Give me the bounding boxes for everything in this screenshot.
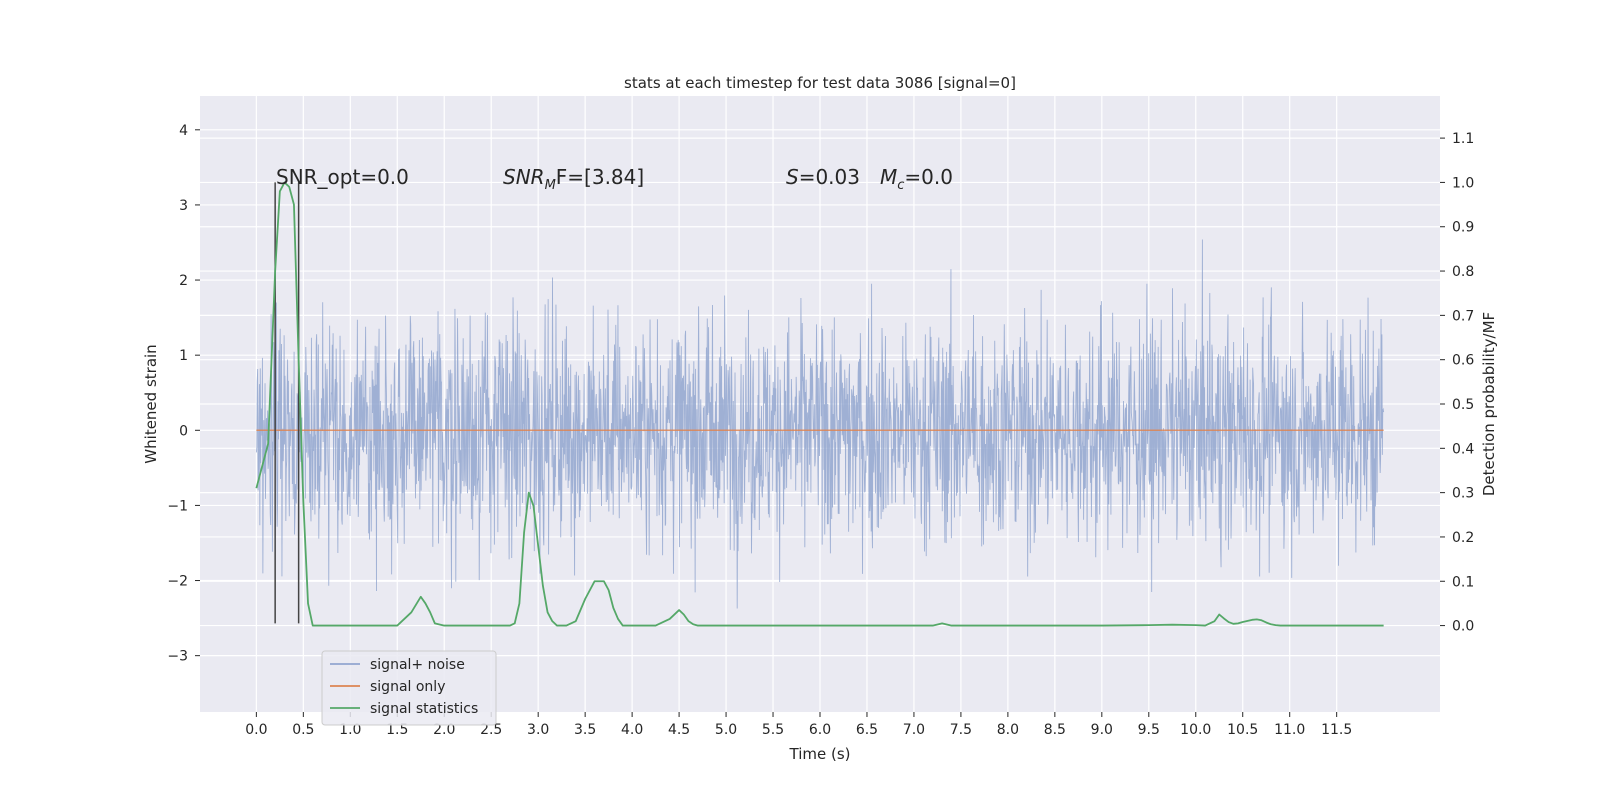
x-tick-label-2: 1.0 [339,722,361,738]
x-tick-label-4: 2.0 [433,722,455,738]
y-tick-label-5: 2 [179,273,188,289]
y2-tick-label-1: 0.1 [1452,574,1474,590]
annotation-mc: Mc=0.0 [880,165,953,193]
annotation-snr-mf: SNRMF=[3.84] [503,165,644,193]
y2-tick-label-2: 0.2 [1452,530,1474,546]
x-tick-label-16: 8.0 [997,722,1019,738]
mc-sub: c [897,178,904,193]
annotation-s: S=0.03 [786,165,860,189]
y2-axis-ticks: 0.0 0.1 0.2 0.3 0.4 0.5 0.6 0.7 0.8 0.9 1.0 1.1 [1440,131,1474,635]
snr-mf-sub: M [545,178,556,193]
x-axis-label: Time (s) [789,745,851,763]
x-tick-label-23: 11.5 [1321,722,1352,738]
y-axis-ticks: −3 −2 −1 0 1 2 3 4 [167,123,200,665]
y2-axis-label: Detection probability/MF [1480,312,1498,496]
annotation-snr-opt: SNR_opt=0.0 [276,165,409,189]
noise-trace [255,239,1385,609]
x-tick-label-18: 9.0 [1091,722,1113,738]
x-tick-label-11: 5.5 [762,722,784,738]
snr-mf-rest: F=[3.84] [556,165,644,189]
x-tick-label-20: 10.0 [1180,722,1211,738]
y-tick-label-7: 4 [179,123,188,139]
series-signal-noise [255,239,1385,609]
x-tick-label-12: 6.0 [809,722,831,738]
y-tick-label-0: −3 [167,649,188,665]
x-tick-label-9: 4.5 [668,722,690,738]
x-tick-label-21: 10.5 [1227,722,1258,738]
y2-tick-label-11: 1.1 [1452,131,1474,147]
y2-tick-label-0: 0.0 [1452,619,1474,635]
x-tick-label-22: 11.0 [1274,722,1305,738]
mc-main: M [880,165,897,189]
y2-tick-label-7: 0.7 [1452,308,1474,324]
signal-statistics-line [255,181,1384,627]
y2-tick-label-6: 0.6 [1452,353,1474,369]
s-main: S [786,165,799,189]
y-axis-label: Whitened strain [142,344,160,463]
legend-label-noise: signal+ noise [370,657,465,673]
legend-label-stats: signal statistics [370,701,478,717]
x-tick-label-3: 1.5 [386,722,408,738]
x-tick-label-13: 6.5 [856,722,878,738]
x-tick-label-8: 4.0 [621,722,643,738]
x-tick-label-1: 0.5 [292,722,314,738]
y2-tick-label-4: 0.4 [1452,441,1474,457]
y-tick-label-6: 3 [179,198,188,214]
x-tick-label-17: 8.5 [1044,722,1066,738]
y-tick-label-3: 0 [179,423,188,439]
mc-rest: =0.0 [904,165,953,189]
x-tick-label-6: 3.0 [527,722,549,738]
y2-tick-label-3: 0.3 [1452,486,1474,502]
chart-title: stats at each timestep for test data 308… [624,74,1016,92]
x-tick-label-15: 7.5 [950,722,972,738]
x-tick-label-5: 2.5 [480,722,502,738]
series-signal-statistics [255,181,1384,627]
y-tick-label-2: −1 [167,498,188,514]
x-tick-label-10: 5.0 [715,722,737,738]
x-axis-ticks: 0.0 0.5 1.0 1.5 2.0 2.5 3.0 3.5 4.0 4.5 5.0 5.5 6.0 6… [245,712,1352,738]
s-rest: =0.03 [799,165,860,189]
y2-tick-label-5: 0.5 [1452,397,1474,413]
y2-tick-label-10: 1.0 [1452,175,1474,191]
legend-box [321,650,497,726]
y-tick-label-1: −2 [167,574,188,590]
x-tick-label-14: 7.0 [903,722,925,738]
x-tick-label-7: 3.5 [574,722,596,738]
snr-mf-main: SNR [503,165,545,189]
y2-tick-label-9: 0.9 [1452,220,1474,236]
y-tick-label-4: 1 [179,348,188,364]
legend-label-signal: signal only [370,679,445,695]
legend: signal+ noise signal only signal statist… [321,650,497,726]
x-tick-label-19: 9.5 [1138,722,1160,738]
x-tick-label-0: 0.0 [245,722,267,738]
y2-tick-label-8: 0.8 [1452,264,1474,280]
